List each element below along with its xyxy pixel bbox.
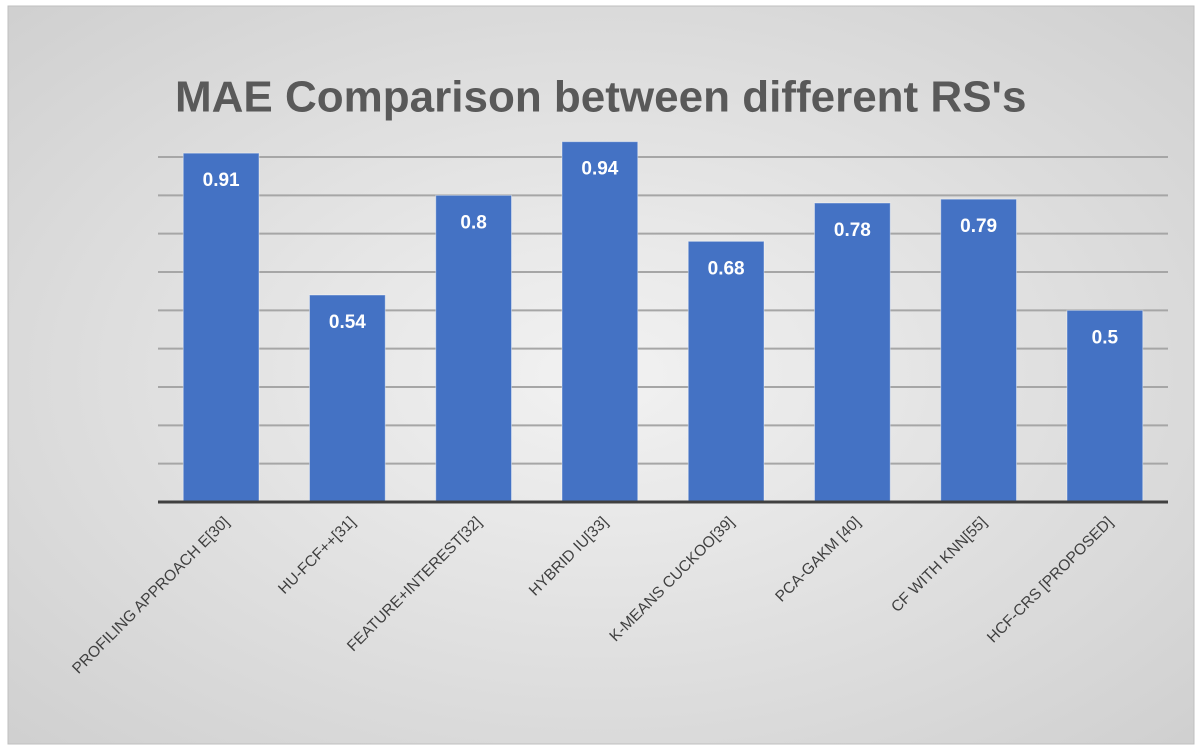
bar [561,141,639,503]
bar [309,294,386,503]
bar-value-label: 0.8 [460,212,486,233]
bar [687,240,765,503]
bar-value-label: 0.54 [329,312,366,333]
bar-value-label: 0.91 [203,170,240,191]
bar-value-label: 0.68 [708,258,745,279]
bar [1066,309,1144,503]
bar [940,198,1017,503]
bar-value-label: 0.94 [581,159,618,180]
bar-value-label: 0.78 [834,220,871,241]
bar [814,202,891,503]
chart-title: MAE Comparison between different RS's [175,73,1026,122]
bar [435,194,512,503]
bar-value-label: 0.79 [960,216,997,237]
bar-value-label: 0.5 [1092,327,1119,348]
bar [182,152,260,503]
